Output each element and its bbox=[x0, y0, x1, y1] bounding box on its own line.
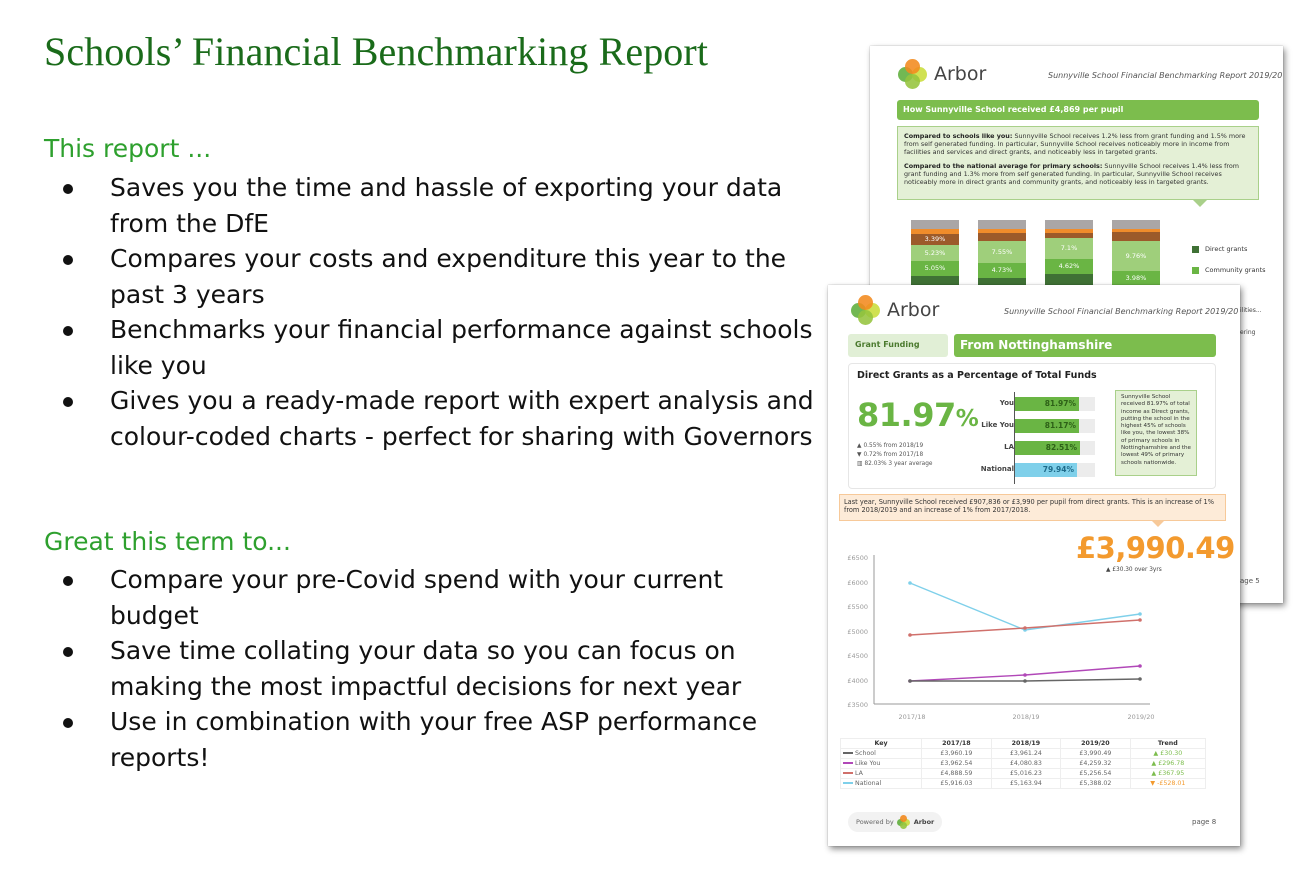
stacked-bar: 7.1% 4.62% bbox=[1045, 220, 1093, 290]
report-header: Sunnyville School Financial Benchmarking… bbox=[1048, 71, 1283, 80]
bullet-icon bbox=[63, 255, 73, 265]
up-triangle-icon: ▲ bbox=[1151, 770, 1159, 777]
big-percentage: 81.97% bbox=[857, 396, 979, 434]
summary-box: Last year, Sunnyville School received £9… bbox=[839, 494, 1226, 521]
bar-chart-icon: ▥ bbox=[857, 461, 863, 467]
section-heading-great-this-term: Great this term to... bbox=[44, 527, 291, 556]
comparison-box: Compared to schools like you: Sunnyville… bbox=[897, 126, 1259, 200]
table-row: School £3,960.19 £3,961.24 £3,990.49 ▲ £… bbox=[839, 748, 1207, 759]
table-row: Like You £3,962.54 £4,080.83 £4,259.32 ▲… bbox=[839, 758, 1207, 769]
legend-community-grants: Community grants bbox=[1192, 266, 1266, 274]
arbor-logo-icon bbox=[897, 58, 929, 90]
arbor-logo: Arbor bbox=[897, 58, 986, 90]
svg-text:2017/18: 2017/18 bbox=[898, 713, 925, 721]
stat-change-2018: ▲ 0.55% from 2018/19 bbox=[857, 443, 924, 449]
per-pupil-banner: How Sunnyville School received £4,869 pe… bbox=[897, 100, 1259, 120]
tab-from-nottinghamshire[interactable]: From Nottinghamshire bbox=[954, 334, 1216, 357]
list-item: Gives you a ready-made report with exper… bbox=[44, 383, 814, 454]
this-report-list: Saves you the time and hassle of exporti… bbox=[44, 170, 814, 454]
stacked-bar: 7.55% 4.73% bbox=[978, 220, 1026, 290]
list-item: Benchmarks your financial performance ag… bbox=[44, 312, 814, 383]
summary-tail bbox=[1151, 520, 1165, 527]
key-line-icon bbox=[843, 782, 853, 784]
up-triangle-icon: ▲ bbox=[857, 443, 862, 449]
data-table: Key 2017/18 2018/19 2019/20 Trend School… bbox=[839, 738, 1207, 789]
svg-text:£4000: £4000 bbox=[847, 677, 868, 685]
per-pupil-amount: £3,990.49 bbox=[1076, 531, 1235, 565]
up-triangle-icon: ▲ bbox=[1106, 567, 1113, 573]
down-triangle-icon: ▼ bbox=[857, 452, 862, 458]
up-triangle-icon: ▲ bbox=[1153, 750, 1161, 757]
table-row: LA £4,888.59 £5,016.23 £5,256.54 ▲ £367.… bbox=[839, 768, 1207, 779]
svg-text:£6000: £6000 bbox=[847, 579, 868, 587]
bullet-icon bbox=[63, 576, 73, 586]
stacked-bar: 9.76% 3.98% bbox=[1112, 220, 1160, 290]
bullet-icon bbox=[63, 647, 73, 657]
svg-text:£5000: £5000 bbox=[847, 628, 868, 636]
powered-by-arbor-badge: Powered by Arbor bbox=[848, 812, 943, 832]
list-item: Saves you the time and hassle of exporti… bbox=[44, 170, 814, 241]
svg-text:£4500: £4500 bbox=[847, 652, 868, 660]
arbor-logo: Arbor bbox=[850, 294, 939, 326]
page-number: page 8 bbox=[1192, 818, 1217, 826]
page-title: Schools’ Financial Benchmarking Report bbox=[44, 29, 709, 74]
key-line-icon bbox=[843, 762, 853, 764]
bar-axis bbox=[1014, 392, 1015, 484]
bullet-icon bbox=[63, 397, 73, 407]
page-number: age 5 bbox=[1240, 577, 1260, 585]
stat-three-year-average: ▥ 82.03% 3 year average bbox=[857, 461, 933, 467]
callout-tail bbox=[1192, 199, 1208, 207]
legend-direct-grants: Direct grants bbox=[1192, 245, 1247, 253]
key-line-icon bbox=[843, 752, 853, 754]
line-chart: £6500 £6000 £5500 £5000 £4500 £4000 £350… bbox=[847, 554, 1154, 721]
great-this-term-list: Compare your pre-Covid spend with your c… bbox=[44, 562, 814, 775]
bar-national: National 79.94% bbox=[949, 463, 1119, 477]
stat-change-2017: ▼ 0.72% from 2017/18 bbox=[857, 452, 924, 458]
arbor-logo-icon bbox=[850, 294, 882, 326]
report-header: Sunnyville School Financial Benchmarking… bbox=[1004, 307, 1239, 316]
svg-text:£6500: £6500 bbox=[847, 554, 868, 562]
list-item: Save time collating your data so you can… bbox=[44, 633, 814, 704]
list-item: Use in combination with your free ASP pe… bbox=[44, 704, 814, 775]
table-row: National £5,916.03 £5,163.94 £5,388.02 ▼… bbox=[839, 778, 1207, 789]
down-triangle-icon: ▼ bbox=[1150, 780, 1158, 787]
svg-text:£3500: £3500 bbox=[847, 701, 868, 709]
svg-text:2018/19: 2018/19 bbox=[1012, 713, 1039, 721]
stacked-bar: 3.39% 5.23% 5.05% bbox=[911, 220, 959, 290]
list-item: Compares your costs and expenditure this… bbox=[44, 241, 814, 312]
bullet-icon bbox=[63, 718, 73, 728]
bullet-icon bbox=[63, 326, 73, 336]
bar-like-you: Like You 81.17% bbox=[949, 419, 1119, 433]
bar-you: You 81.97% bbox=[949, 397, 1119, 411]
legend-swatch-icon bbox=[1192, 245, 1199, 253]
svg-text:£5500: £5500 bbox=[847, 603, 868, 611]
bar-la: LA 82.51% bbox=[949, 441, 1119, 455]
card-title: Direct Grants as a Percentage of Total F… bbox=[857, 370, 1097, 381]
bullet-icon bbox=[63, 184, 73, 194]
svg-text:2019/20: 2019/20 bbox=[1127, 713, 1154, 721]
legend-swatch-icon bbox=[1192, 266, 1199, 274]
list-item: Compare your pre-Covid spend with your c… bbox=[44, 562, 814, 633]
key-line-icon bbox=[843, 772, 853, 774]
up-triangle-icon: ▲ bbox=[1151, 760, 1159, 767]
three-year-change: ▲ £30.30 over 3yrs bbox=[1106, 567, 1162, 573]
arbor-logo-icon bbox=[896, 815, 911, 829]
tab-grant-funding[interactable]: Grant Funding bbox=[848, 334, 948, 357]
section-heading-this-report: This report ... bbox=[44, 134, 212, 163]
ranking-callout: Sunnyville School received 81.97% of tot… bbox=[1115, 390, 1197, 476]
report-page-front: Arbor Sunnyville School Financial Benchm… bbox=[828, 285, 1240, 846]
